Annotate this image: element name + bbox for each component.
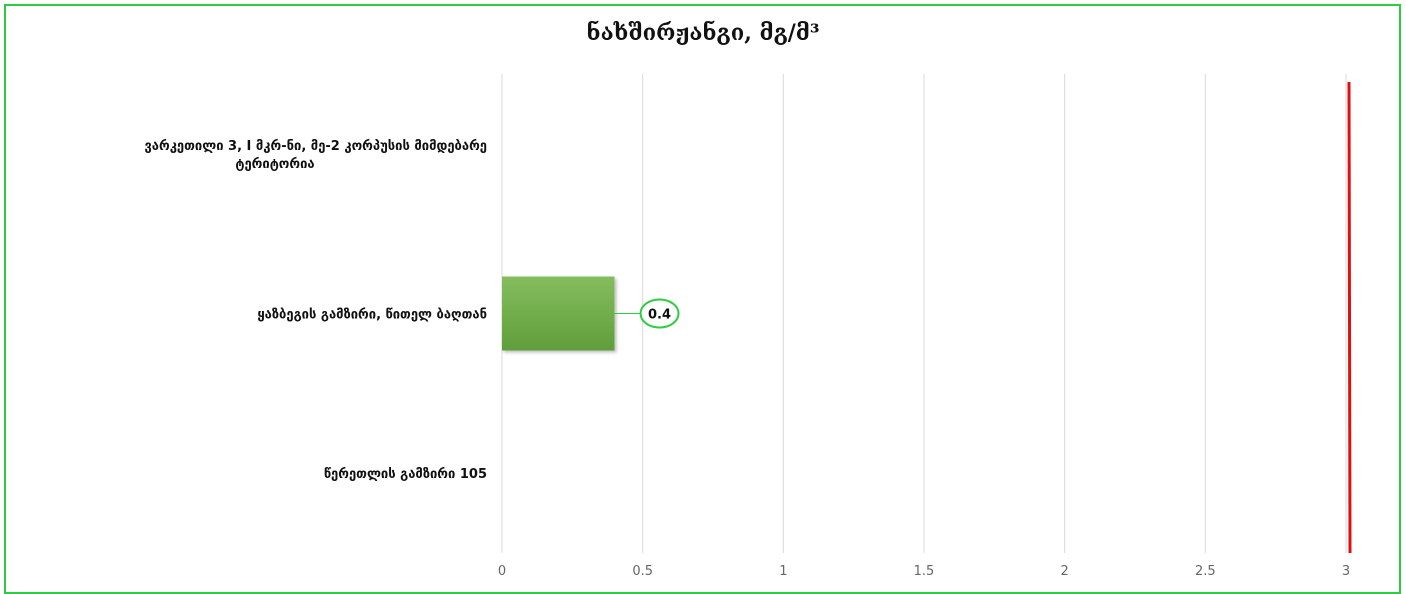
x-tick-label: 2 (1061, 564, 1069, 579)
x-tick-label: 1.5 (914, 564, 935, 579)
chart-title: ნახშირჟანგი, მგ/მ³ (586, 20, 820, 46)
category-label-line: ყაზბეგის გამზირი, წითელ ბაღთან (257, 308, 487, 323)
data-label-bubble (639, 298, 680, 329)
x-tick-label: 3 (1342, 564, 1350, 579)
x-tick-label: 0 (498, 564, 506, 579)
category-label: ყაზბეგის გამზირი, წითელ ბაღთან (257, 308, 487, 323)
data-label: 0.4 (648, 308, 671, 323)
reference-line (1347, 81, 1352, 554)
bar (502, 276, 615, 351)
category-label: ვარკეთილი 3, I მკრ-ნი, მე-2 კორპუსის მიმ… (144, 139, 487, 172)
category-label-line: წერეთლის გამზირი 105 (324, 467, 487, 482)
category-label: წერეთლის გამზირი 105 (324, 467, 487, 482)
x-tick-label: 1 (779, 564, 787, 579)
chart-frame (4, 4, 1401, 594)
category-label-line: ტერიტორია (235, 157, 314, 172)
x-tick-label: 2.5 (1195, 564, 1216, 579)
category-label-line: ვარკეთილი 3, I მკრ-ნი, მე-2 კორპუსის მიმ… (144, 139, 487, 154)
x-tick-label: 0.5 (632, 564, 653, 579)
